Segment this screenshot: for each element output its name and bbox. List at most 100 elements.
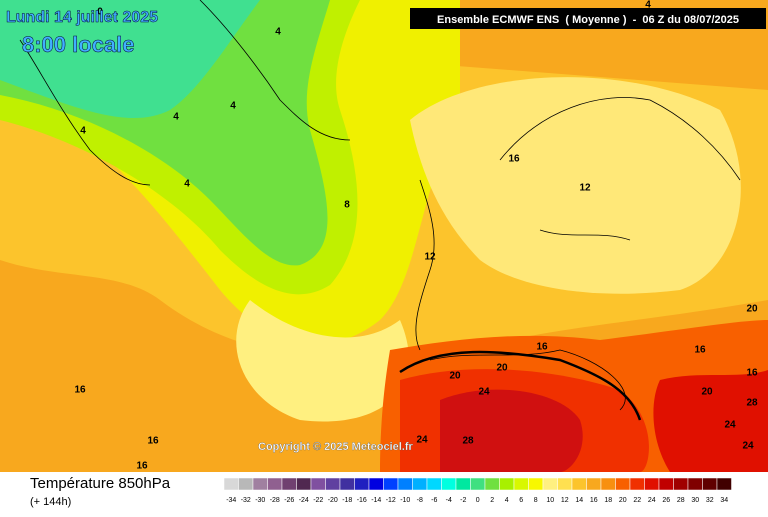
legend-tick-label: -20 [328, 497, 338, 504]
legend-swatch [658, 477, 674, 491]
legend-swatch [426, 477, 442, 491]
legend-swatch [354, 477, 370, 491]
legend-swatch [281, 477, 297, 491]
legend-swatch [629, 477, 645, 491]
legend-tick-label: 14 [575, 497, 583, 504]
model-info: Ensemble ECMWF ENS ( Moyenne ) - 06 Z du… [437, 14, 739, 26]
legend-swatch [528, 477, 544, 491]
legend-swatch [223, 477, 239, 491]
legend-swatch [383, 477, 399, 491]
contour-label: 8 [344, 200, 350, 211]
legend-swatch [339, 477, 355, 491]
legend-tick-label: -4 [446, 497, 452, 504]
legend-swatch [470, 477, 486, 491]
legend-tick-label: 32 [706, 497, 714, 504]
legend-tick-label: -14 [371, 497, 381, 504]
legend-tick-label: 34 [720, 497, 728, 504]
legend-swatch [542, 477, 558, 491]
contour-label: 16 [508, 154, 520, 165]
legend-tick-label: -34 [226, 497, 236, 504]
legend-swatch [412, 477, 428, 491]
legend-tick-label: 18 [604, 497, 612, 504]
contour-label: 16 [136, 461, 148, 472]
contour-label: 16 [746, 368, 758, 379]
legend-tick-label: -26 [284, 497, 294, 504]
contour-label: 20 [701, 387, 713, 398]
legend-swatch [325, 477, 341, 491]
legend-tick-label: -28 [270, 497, 280, 504]
legend-tick-label: 26 [662, 497, 670, 504]
legend-tick-label: -16 [357, 497, 367, 504]
legend-swatch [513, 477, 529, 491]
legend-swatch [310, 477, 326, 491]
legend-swatch [455, 477, 471, 491]
legend-tick-label: -22 [313, 497, 323, 504]
contour-label: 16 [694, 345, 706, 356]
legend-swatch [557, 477, 573, 491]
legend-tick-label: 24 [648, 497, 656, 504]
legend-tick-label: 20 [619, 497, 627, 504]
legend-swatch [368, 477, 384, 491]
legend-swatch [615, 477, 631, 491]
legend-tick-label: -2 [460, 497, 466, 504]
contour-label: 24 [724, 420, 736, 431]
contour-label: 20 [496, 363, 508, 374]
legend-tick-label: -32 [241, 497, 251, 504]
legend-tick-label: 6 [519, 497, 523, 504]
legend-swatch [252, 477, 268, 491]
copyright: Copyright © 2025 Meteociel.fr [258, 441, 414, 453]
legend-tick-label: 30 [691, 497, 699, 504]
legend-tick-label: 22 [633, 497, 641, 504]
contour-label: 24 [742, 441, 754, 452]
legend-tick-label: 28 [677, 497, 685, 504]
date: Lundi 14 juillet 2025 [6, 9, 158, 26]
contour-label: 24 [478, 387, 490, 398]
legend-tick-label: 16 [590, 497, 598, 504]
coastlines [19, 0, 741, 411]
contour-label: 20 [449, 371, 461, 382]
legend-swatch [499, 477, 515, 491]
legend-swatch [441, 477, 457, 491]
legend-swatch [716, 477, 732, 491]
legend-tick-label: 10 [546, 497, 554, 504]
legend-swatch [644, 477, 660, 491]
contour-label: 12 [579, 183, 591, 194]
footer-title: Température 850hPa [30, 475, 171, 492]
legend-tick-label: 12 [561, 497, 569, 504]
temperature-field [0, 0, 768, 472]
legend-swatch [397, 477, 413, 491]
color-legend: -34 -32 -30 -28 -26 -24 -22 -20 -18 -16 -14 -12 -10-… [223, 477, 732, 504]
legend-swatch [702, 477, 718, 491]
footer-subtitle: (+ 144h) [30, 496, 71, 508]
contour-label: 16 [536, 342, 548, 353]
legend-tick-label: -30 [255, 497, 265, 504]
legend-swatch [484, 477, 500, 491]
legend-swatch [687, 477, 703, 491]
model-box [410, 8, 766, 29]
contour-label: 24 [416, 435, 428, 446]
legend-swatch [586, 477, 602, 491]
legend-tick-label: -24 [299, 497, 309, 504]
legend-tick-label: 0 [476, 497, 480, 504]
contour-label: 4 [275, 27, 281, 38]
contour-label: 28 [746, 398, 758, 409]
contour-label: 4 [645, 0, 651, 11]
legend-tick-label: 2 [490, 497, 494, 504]
legend-tick-label: 8 [534, 497, 538, 504]
contour-label: 4 [173, 112, 179, 123]
isotherm-20 [399, 350, 642, 421]
legend-swatch [296, 477, 312, 491]
legend-tick-label: 4 [505, 497, 509, 504]
legend-tick-label: -8 [417, 497, 423, 504]
contour-label: 4 [184, 179, 190, 190]
contour-labels: 0 4 4 4 4 4 4 8 12 12 16 16 16 16 16 16 16 20 20 20 20 24 24 24… [74, 0, 758, 472]
legend-tick-label: -10 [400, 497, 410, 504]
legend-swatch [267, 477, 283, 491]
contour-label: 28 [462, 436, 474, 447]
contour-label: 0 [97, 7, 103, 18]
legend-tick-label: -18 [342, 497, 352, 504]
contour-label: 16 [74, 385, 86, 396]
local-time: 8:00 locale [22, 32, 135, 57]
legend-swatch [673, 477, 689, 491]
